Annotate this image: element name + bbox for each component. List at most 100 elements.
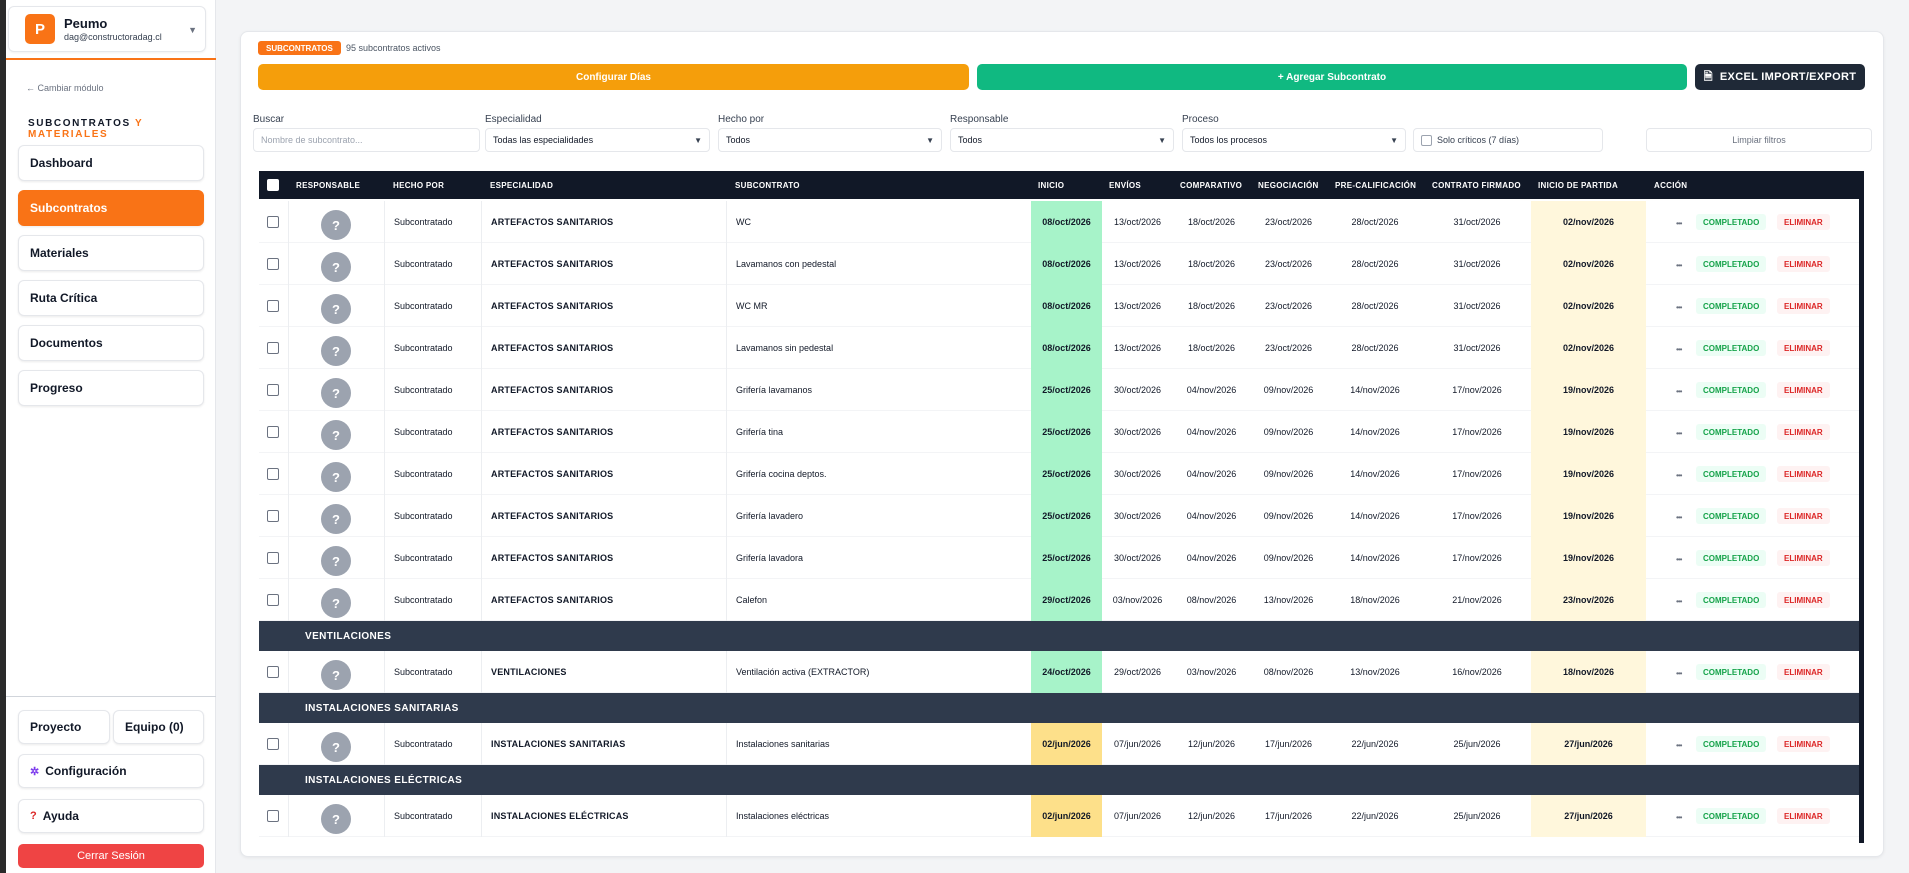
cell-subcontrato[interactable]: Grifería cocina deptos. [736, 469, 827, 479]
delete-button[interactable]: ELIMINAR [1777, 550, 1830, 566]
cell-precalificacion[interactable]: 28/oct/2026 [1351, 343, 1399, 353]
more-icon[interactable]: ••• [1676, 345, 1682, 354]
cell-inicio[interactable]: 24/oct/2026 [1031, 651, 1102, 693]
cell-negociacion[interactable]: 23/oct/2026 [1264, 343, 1313, 353]
cell-inicio[interactable]: 02/jun/2026 [1031, 795, 1102, 837]
cell-negociacion[interactable]: 09/nov/2026 [1263, 385, 1314, 395]
cell-envios[interactable]: 13/oct/2026 [1113, 343, 1162, 353]
cell-inicio-partida[interactable]: 19/nov/2026 [1531, 453, 1646, 495]
responsible-avatar[interactable]: ? [321, 420, 351, 450]
cell-precalificacion[interactable]: 14/nov/2026 [1350, 553, 1400, 563]
cell-negociacion[interactable]: 17/jun/2026 [1264, 811, 1313, 821]
responsible-avatar[interactable]: ? [321, 660, 351, 690]
cell-comparativo[interactable]: 12/jun/2026 [1187, 811, 1236, 821]
more-icon[interactable]: ••• [1676, 555, 1682, 564]
more-icon[interactable]: ••• [1676, 669, 1682, 678]
cell-precalificacion[interactable]: 14/nov/2026 [1350, 385, 1400, 395]
th-envios[interactable]: ENVÍOS [1109, 180, 1142, 190]
cell-comparativo[interactable]: 04/nov/2026 [1186, 469, 1237, 479]
cell-comparativo[interactable]: 18/oct/2026 [1187, 343, 1236, 353]
cell-contrato-firmado[interactable]: 17/nov/2026 [1452, 385, 1502, 395]
cell-comparativo[interactable]: 03/nov/2026 [1186, 667, 1237, 677]
responsible-avatar[interactable]: ? [321, 504, 351, 534]
row-checkbox[interactable] [267, 666, 279, 678]
table-row[interactable]: ? Subcontratado VENTILACIONES Ventilación a… [259, 651, 1859, 693]
status-completed-button[interactable]: COMPLETADO [1696, 808, 1767, 824]
cell-negociacion[interactable]: 23/oct/2026 [1264, 217, 1313, 227]
table-row[interactable]: ? Subcontratado INSTALACIONES ELÉCTRICAS In… [259, 795, 1859, 837]
critical-only-toggle[interactable]: Solo críticos (7 días) [1413, 128, 1603, 152]
table-scrollbar[interactable] [1859, 199, 1864, 843]
cell-contrato-firmado[interactable]: 17/nov/2026 [1452, 427, 1502, 437]
responsible-avatar[interactable]: ? [321, 252, 351, 282]
cell-comparativo[interactable]: 04/nov/2026 [1186, 385, 1237, 395]
table-row[interactable]: ? Subcontratado ARTEFACTOS SANITARIOS WC 08/… [259, 201, 1859, 243]
status-completed-button[interactable]: COMPLETADO [1696, 424, 1767, 440]
cell-comparativo[interactable]: 08/nov/2026 [1186, 595, 1237, 605]
cell-envios[interactable]: 07/jun/2026 [1113, 811, 1162, 821]
cell-envios[interactable]: 30/oct/2026 [1113, 553, 1162, 563]
delete-button[interactable]: ELIMINAR [1777, 256, 1830, 272]
delete-button[interactable]: ELIMINAR [1777, 214, 1830, 230]
row-checkbox[interactable] [267, 552, 279, 564]
status-completed-button[interactable]: COMPLETADO [1696, 592, 1767, 608]
delete-button[interactable]: ELIMINAR [1777, 592, 1830, 608]
nav-subcontratos[interactable]: Subcontratos [18, 190, 204, 226]
delete-button[interactable]: ELIMINAR [1777, 466, 1830, 482]
responsible-avatar[interactable]: ? [321, 210, 351, 240]
cell-comparativo[interactable]: 18/oct/2026 [1187, 217, 1236, 227]
cell-negociacion[interactable]: 09/nov/2026 [1263, 553, 1314, 563]
nav-dashboard[interactable]: Dashboard [18, 145, 204, 181]
cell-envios[interactable]: 07/jun/2026 [1113, 739, 1162, 749]
cell-inicio-partida[interactable]: 02/nov/2026 [1531, 201, 1646, 243]
cell-subcontrato[interactable]: Lavamanos sin pedestal [736, 343, 834, 353]
clear-filters-button[interactable]: Limpiar filtros [1646, 128, 1872, 152]
cell-inicio-partida[interactable]: 23/nov/2026 [1531, 579, 1646, 621]
cell-contrato-firmado[interactable]: 31/oct/2026 [1453, 259, 1501, 269]
cell-inicio[interactable]: 08/oct/2026 [1031, 201, 1102, 243]
row-checkbox[interactable] [267, 510, 279, 522]
cell-subcontrato[interactable]: Grifería lavadero [736, 511, 804, 521]
cell-inicio-partida[interactable]: 02/nov/2026 [1531, 243, 1646, 285]
row-checkbox[interactable] [267, 342, 279, 354]
delete-button[interactable]: ELIMINAR [1777, 382, 1830, 398]
cell-envios[interactable]: 30/oct/2026 [1113, 511, 1162, 521]
status-completed-button[interactable]: COMPLETADO [1696, 256, 1767, 272]
status-completed-button[interactable]: COMPLETADO [1696, 664, 1767, 680]
cell-inicio-partida[interactable]: 27/jun/2026 [1531, 723, 1646, 765]
cell-inicio[interactable]: 02/jun/2026 [1031, 723, 1102, 765]
cell-contrato-firmado[interactable]: 25/jun/2026 [1453, 739, 1501, 749]
cell-precalificacion[interactable]: 13/nov/2026 [1350, 667, 1400, 677]
th-contrato-firmado[interactable]: CONTRATO FIRMADO [1432, 180, 1521, 190]
cell-subcontrato[interactable]: Grifería lavadora [736, 553, 804, 563]
cell-contrato-firmado[interactable]: 31/oct/2026 [1453, 301, 1501, 311]
cell-inicio-partida[interactable]: 19/nov/2026 [1531, 495, 1646, 537]
cell-comparativo[interactable]: 04/nov/2026 [1186, 427, 1237, 437]
nav-progreso[interactable]: Progreso [18, 370, 204, 406]
status-completed-button[interactable]: COMPLETADO [1696, 466, 1767, 482]
responsible-avatar[interactable]: ? [321, 546, 351, 576]
cell-contrato-firmado[interactable]: 17/nov/2026 [1452, 553, 1502, 563]
table-row[interactable]: ? Subcontratado ARTEFACTOS SANITARIOS Grife… [259, 537, 1859, 579]
chevron-down-icon[interactable]: ▼ [188, 25, 197, 35]
row-checkbox[interactable] [267, 426, 279, 438]
cell-subcontrato[interactable]: Instalaciones sanitarias [736, 739, 830, 749]
responsible-avatar[interactable]: ? [321, 588, 351, 618]
delete-button[interactable]: ELIMINAR [1777, 424, 1830, 440]
cell-inicio-partida[interactable]: 19/nov/2026 [1531, 411, 1646, 453]
delete-button[interactable]: ELIMINAR [1777, 508, 1830, 524]
row-checkbox[interactable] [267, 594, 279, 606]
status-completed-button[interactable]: COMPLETADO [1696, 340, 1767, 356]
doneby-select[interactable]: Todos ▼ [718, 128, 942, 152]
delete-button[interactable]: ELIMINAR [1777, 664, 1830, 680]
row-checkbox[interactable] [267, 384, 279, 396]
select-all-checkbox[interactable] [267, 179, 279, 191]
status-completed-button[interactable]: COMPLETADO [1696, 736, 1767, 752]
cell-inicio[interactable]: 08/oct/2026 [1031, 327, 1102, 369]
project-selector[interactable]: P Peumo dag@constructoradag.cl ▼ [8, 6, 206, 52]
nav-documentos[interactable]: Documentos [18, 325, 204, 361]
cell-contrato-firmado[interactable]: 25/jun/2026 [1453, 811, 1501, 821]
cell-precalificacion[interactable]: 28/oct/2026 [1351, 259, 1399, 269]
cell-envios[interactable]: 30/oct/2026 [1113, 469, 1162, 479]
cell-negociacion[interactable]: 09/nov/2026 [1263, 511, 1314, 521]
